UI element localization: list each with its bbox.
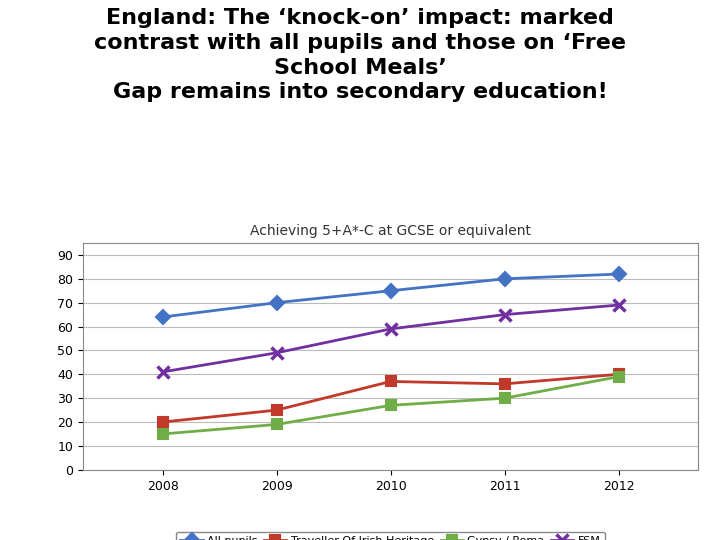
- Traveller Of Irish Heritage: [386, 378, 395, 384]
- Line: FSM: FSM: [156, 299, 625, 378]
- Line: Traveller Of Irish Heritage: Traveller Of Irish Heritage: [158, 369, 624, 427]
- FSM: [614, 302, 623, 308]
- FSM: [272, 349, 281, 356]
- Legend: All pupils, Traveller Of Irish Heritage, Gypsy / Roma, FSM: All pupils, Traveller Of Irish Heritage,…: [176, 531, 606, 540]
- Text: England: The ‘knock-on’ impact: marked
contrast with all pupils and those on ‘Fr: England: The ‘knock-on’ impact: marked c…: [94, 8, 626, 103]
- Gypsy / Roma: [272, 421, 281, 428]
- Title: Achieving 5+A*-C at GCSE or equivalent: Achieving 5+A*-C at GCSE or equivalent: [250, 224, 531, 238]
- Line: Gypsy / Roma: Gypsy / Roma: [158, 372, 624, 439]
- Traveller Of Irish Heritage: [272, 407, 281, 413]
- Gypsy / Roma: [158, 431, 167, 437]
- Traveller Of Irish Heritage: [614, 371, 623, 377]
- Line: All pupils: All pupils: [158, 269, 624, 322]
- All pupils: [386, 287, 395, 294]
- All pupils: [272, 300, 281, 306]
- Traveller Of Irish Heritage: [158, 419, 167, 426]
- All pupils: [158, 314, 167, 320]
- Traveller Of Irish Heritage: [500, 381, 509, 387]
- Gypsy / Roma: [386, 402, 395, 409]
- Gypsy / Roma: [500, 395, 509, 401]
- All pupils: [614, 271, 623, 277]
- Gypsy / Roma: [614, 374, 623, 380]
- FSM: [500, 312, 509, 318]
- All pupils: [500, 275, 509, 282]
- FSM: [386, 326, 395, 332]
- FSM: [158, 369, 167, 375]
